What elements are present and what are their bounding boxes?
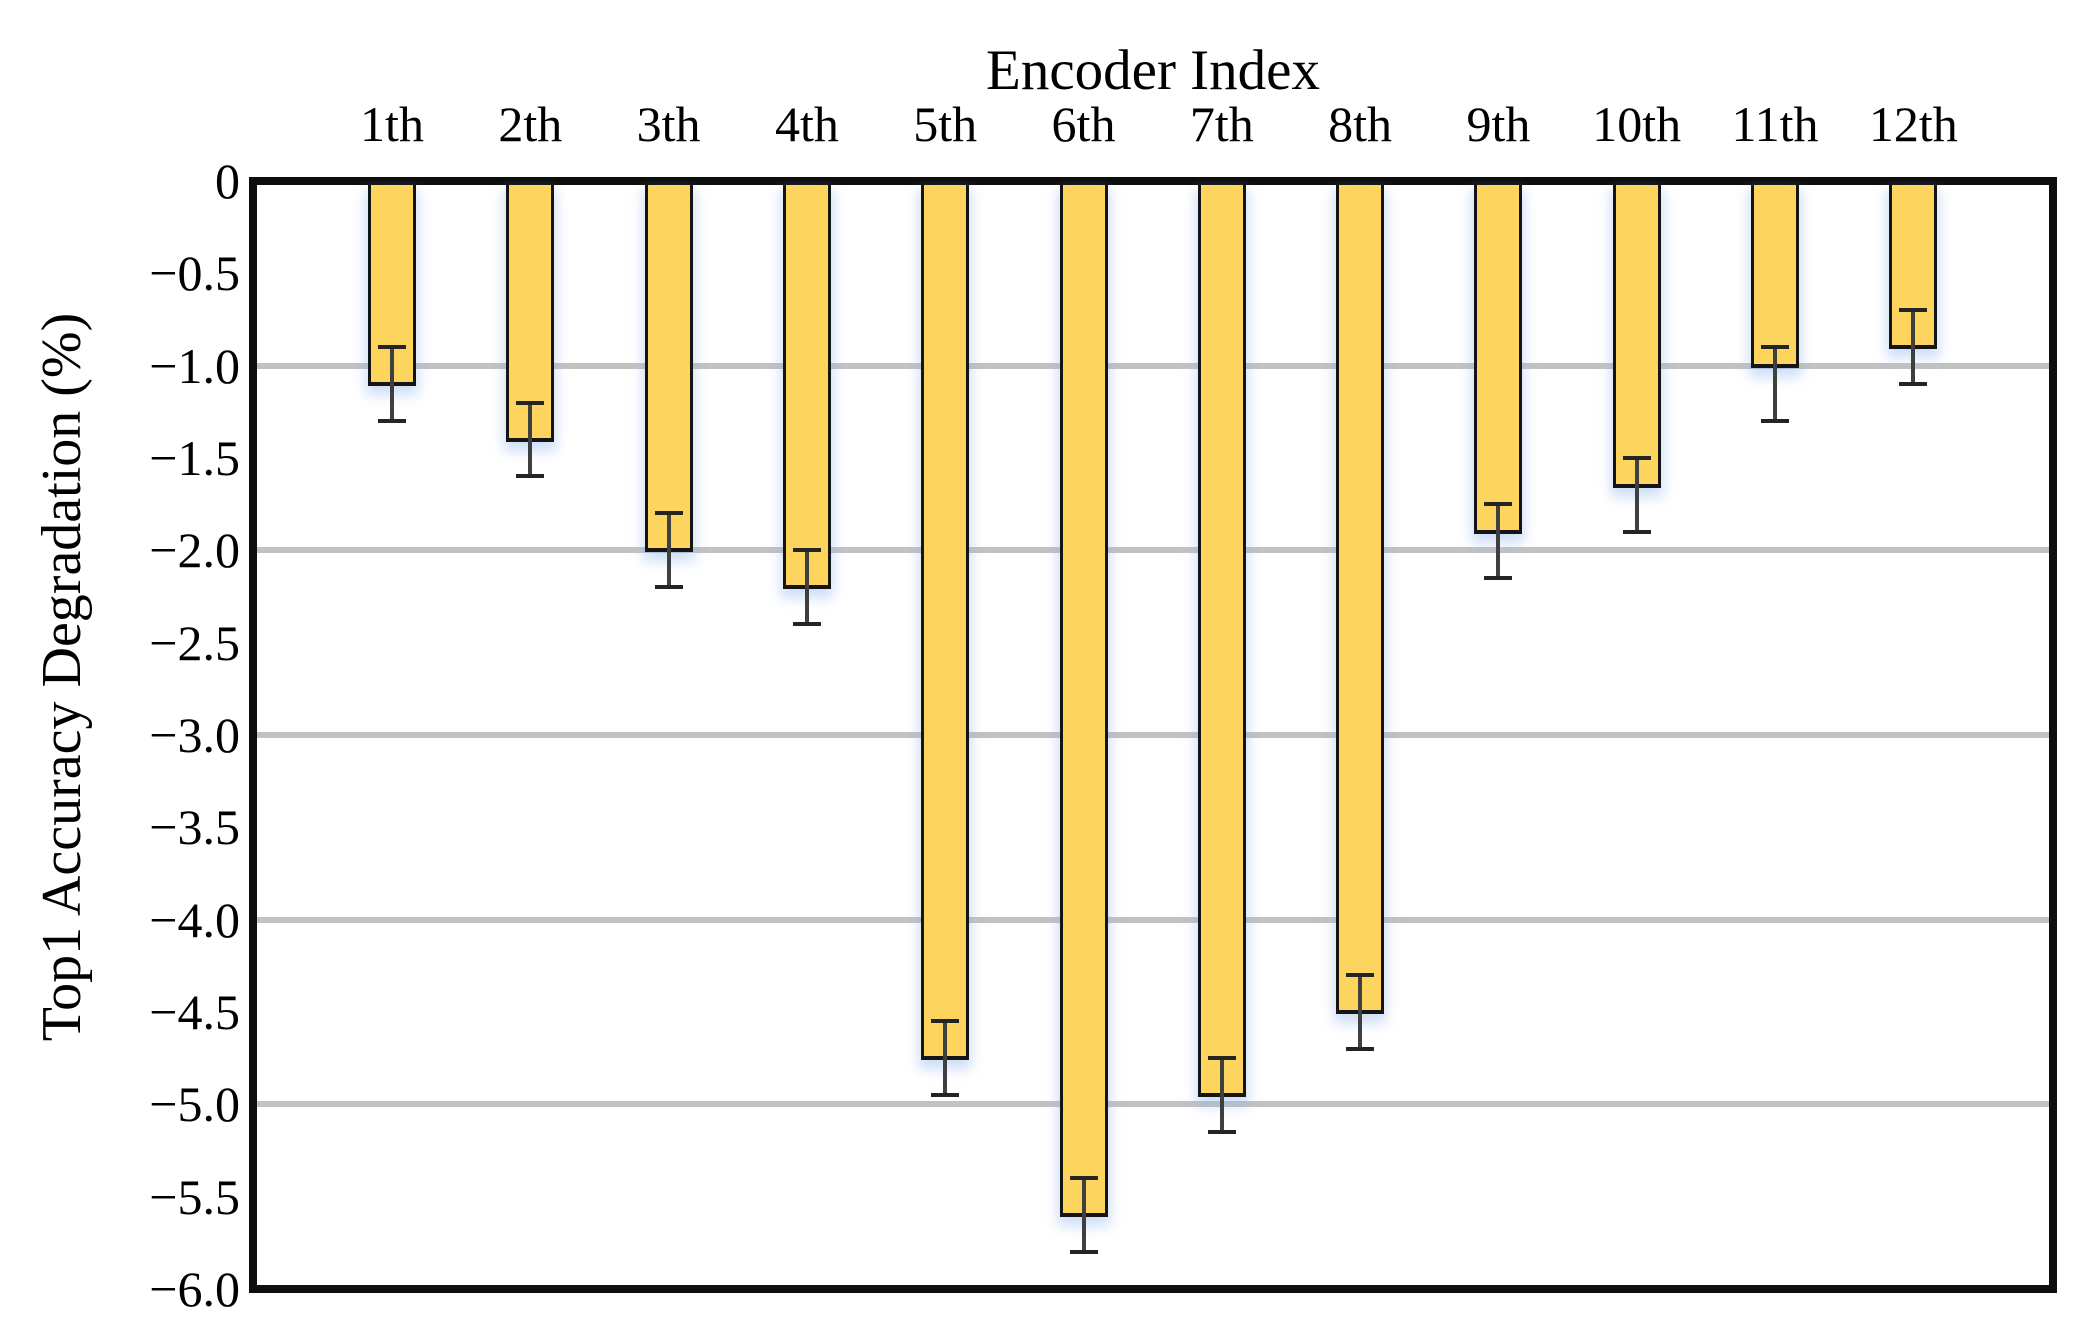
bar bbox=[1059, 185, 1108, 1218]
y-tick-label: −1.5 bbox=[149, 429, 240, 486]
x-tick-label: 9th bbox=[1466, 96, 1531, 152]
x-tick-label: 6th bbox=[1051, 96, 1116, 152]
y-tick-label: −1.0 bbox=[149, 337, 240, 394]
error-bar-line bbox=[1081, 1178, 1086, 1253]
error-bar-cap-top bbox=[1761, 345, 1789, 350]
error-bar-cap-bottom bbox=[378, 419, 406, 424]
error-bar-line bbox=[804, 550, 809, 625]
error-bar-line bbox=[943, 1021, 948, 1096]
gridline bbox=[257, 362, 2049, 369]
error-bar-cap-bottom bbox=[1899, 382, 1928, 387]
x-tick-label: 2th bbox=[498, 96, 563, 152]
error-bar-line bbox=[1358, 975, 1363, 1049]
y-tick-label: −6.0 bbox=[149, 1260, 240, 1317]
error-bar-line bbox=[1634, 457, 1639, 532]
error-bar-line bbox=[1773, 347, 1777, 422]
error-bar-line bbox=[528, 402, 533, 477]
error-bar-cap-bottom bbox=[654, 585, 683, 590]
y-tick-label: −3.0 bbox=[149, 706, 240, 763]
x-tick-label: 11th bbox=[1731, 96, 1819, 152]
error-bar-cap-top bbox=[378, 345, 406, 350]
chart-title: Encoder Index bbox=[986, 39, 1320, 102]
plot-area bbox=[249, 177, 2057, 1293]
y-tick-label: −5.5 bbox=[149, 1168, 240, 1225]
error-bar-cap-bottom bbox=[516, 474, 545, 479]
bar bbox=[1474, 185, 1523, 534]
gridline bbox=[257, 1101, 2049, 1108]
error-bar-cap-top bbox=[516, 400, 545, 405]
error-bar-cap-bottom bbox=[1346, 1046, 1375, 1051]
bar bbox=[644, 185, 693, 553]
bar bbox=[1751, 185, 1799, 368]
y-tick-label: −4.0 bbox=[149, 891, 240, 948]
bar bbox=[1612, 185, 1661, 488]
error-bar-cap-top bbox=[1069, 1176, 1098, 1181]
bar bbox=[506, 185, 555, 442]
y-tick-label: −0.5 bbox=[149, 245, 240, 302]
error-bar-cap-top bbox=[931, 1019, 960, 1024]
error-bar-cap-top bbox=[792, 548, 821, 553]
y-tick-label: 0 bbox=[215, 153, 240, 209]
error-bar-cap-bottom bbox=[1069, 1250, 1098, 1255]
y-tick-label: −2.5 bbox=[149, 614, 240, 671]
error-bar-cap-bottom bbox=[1761, 419, 1789, 424]
x-tick-label: 7th bbox=[1189, 96, 1254, 152]
error-bar-cap-bottom bbox=[1207, 1129, 1236, 1134]
x-tick-label: 4th bbox=[774, 96, 839, 152]
error-bar-line bbox=[390, 347, 394, 422]
y-tick-label: −2.0 bbox=[149, 522, 240, 579]
x-tick-label: 3th bbox=[636, 96, 701, 152]
error-bar-cap-top bbox=[1346, 973, 1375, 978]
y-tick-label: −4.5 bbox=[149, 983, 240, 1040]
bar bbox=[782, 185, 831, 590]
x-tick-label: 5th bbox=[913, 96, 978, 152]
error-bar-cap-bottom bbox=[1622, 529, 1651, 534]
x-tick-label: 1th bbox=[360, 96, 424, 152]
gridline bbox=[257, 547, 2049, 554]
y-tick-label: −5.0 bbox=[149, 1076, 240, 1133]
error-bar-cap-bottom bbox=[931, 1093, 960, 1098]
y-tick-label: −3.5 bbox=[149, 799, 240, 856]
error-bar-cap-top bbox=[1622, 455, 1651, 460]
bar bbox=[1336, 185, 1385, 1014]
x-tick-label: 8th bbox=[1328, 96, 1393, 152]
gridline bbox=[257, 731, 2049, 738]
bar bbox=[368, 185, 416, 387]
error-bar-cap-top bbox=[1207, 1056, 1236, 1061]
error-bar-line bbox=[1496, 504, 1501, 578]
error-bar-cap-bottom bbox=[792, 622, 821, 627]
error-bar-line bbox=[1911, 310, 1916, 385]
error-bar-cap-bottom bbox=[1484, 576, 1513, 581]
error-bar-cap-top bbox=[1899, 308, 1928, 313]
x-tick-label: 10th bbox=[1592, 96, 1682, 152]
error-bar-cap-top bbox=[654, 511, 683, 516]
x-tick-label: 12th bbox=[1868, 96, 1958, 152]
bar bbox=[921, 185, 970, 1061]
gridline bbox=[257, 916, 2049, 923]
error-bar-line bbox=[1219, 1058, 1224, 1132]
error-bar-line bbox=[666, 513, 671, 588]
error-bar-cap-top bbox=[1484, 502, 1513, 507]
bar bbox=[1197, 185, 1246, 1098]
